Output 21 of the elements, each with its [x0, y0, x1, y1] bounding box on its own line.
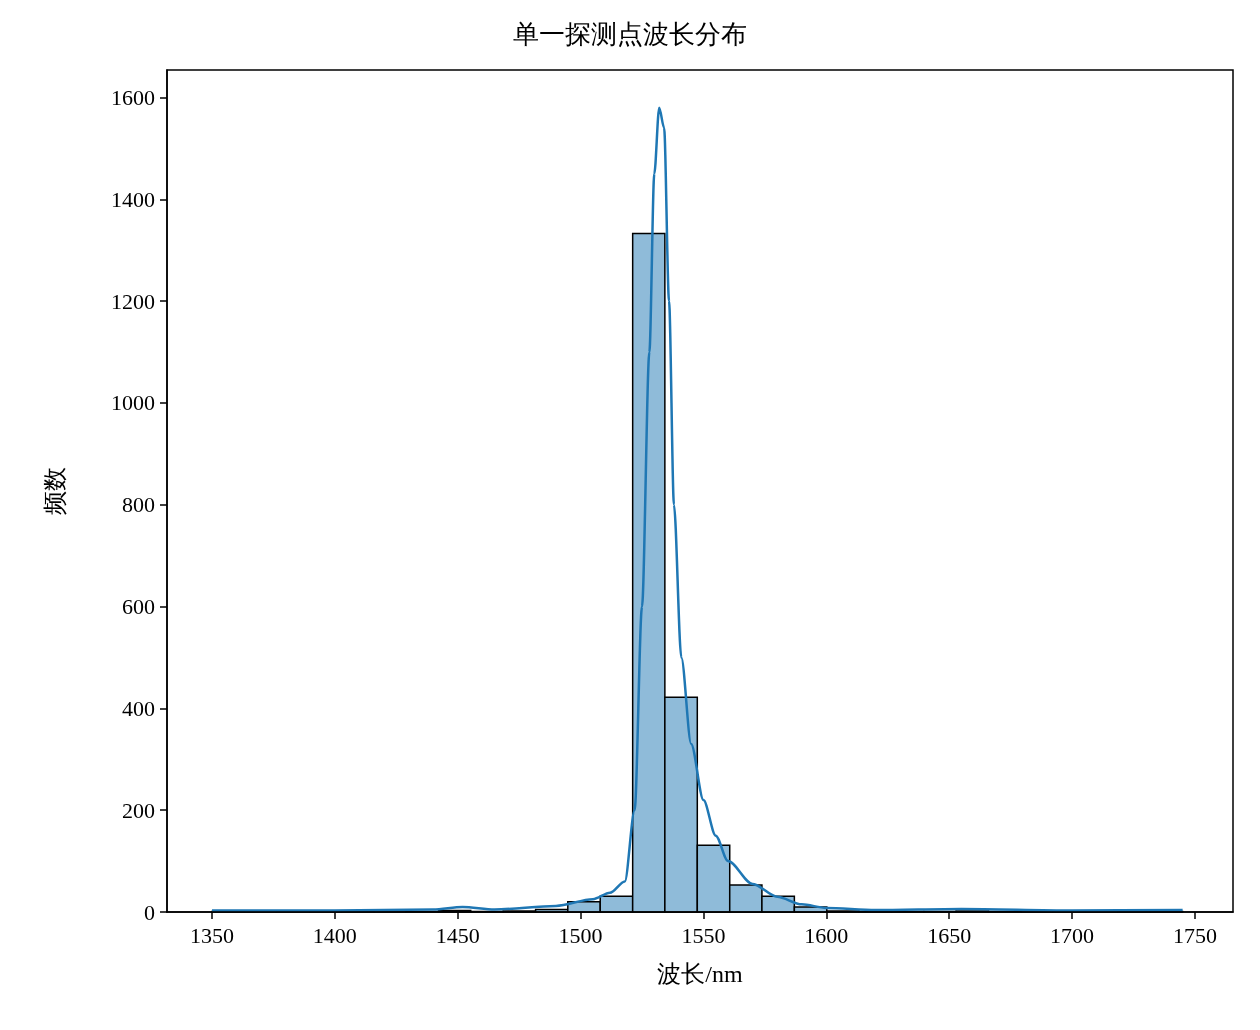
x-tick-label: 1650 [927, 922, 972, 948]
y-tick-label: 1600 [111, 84, 155, 110]
x-tick-label: 1750 [1172, 922, 1217, 948]
x-axis-title: 波长/nm [657, 961, 743, 987]
y-tick-label: 0 [144, 899, 155, 925]
x-tick-label: 1400 [312, 922, 357, 948]
y-tick-label: 600 [122, 594, 155, 620]
y-tick-label: 1000 [111, 390, 155, 416]
y-tick-label: 400 [122, 695, 155, 721]
y-tick-label: 1400 [111, 186, 155, 212]
x-tick-label: 1550 [681, 922, 726, 948]
x-tick-label: 1700 [1050, 922, 1095, 948]
x-tick-label: 1600 [804, 922, 849, 948]
y-tick-label: 200 [122, 797, 155, 823]
x-tick-label: 1500 [558, 922, 603, 948]
y-tick-label: 800 [122, 492, 155, 518]
x-tick-label: 1450 [435, 922, 480, 948]
chart-title: 单一探测点波长分布 [513, 19, 747, 49]
x-tick-label: 1350 [189, 922, 234, 948]
y-axis-title: 频数 [42, 467, 68, 515]
y-tick-label: 1200 [111, 288, 155, 314]
